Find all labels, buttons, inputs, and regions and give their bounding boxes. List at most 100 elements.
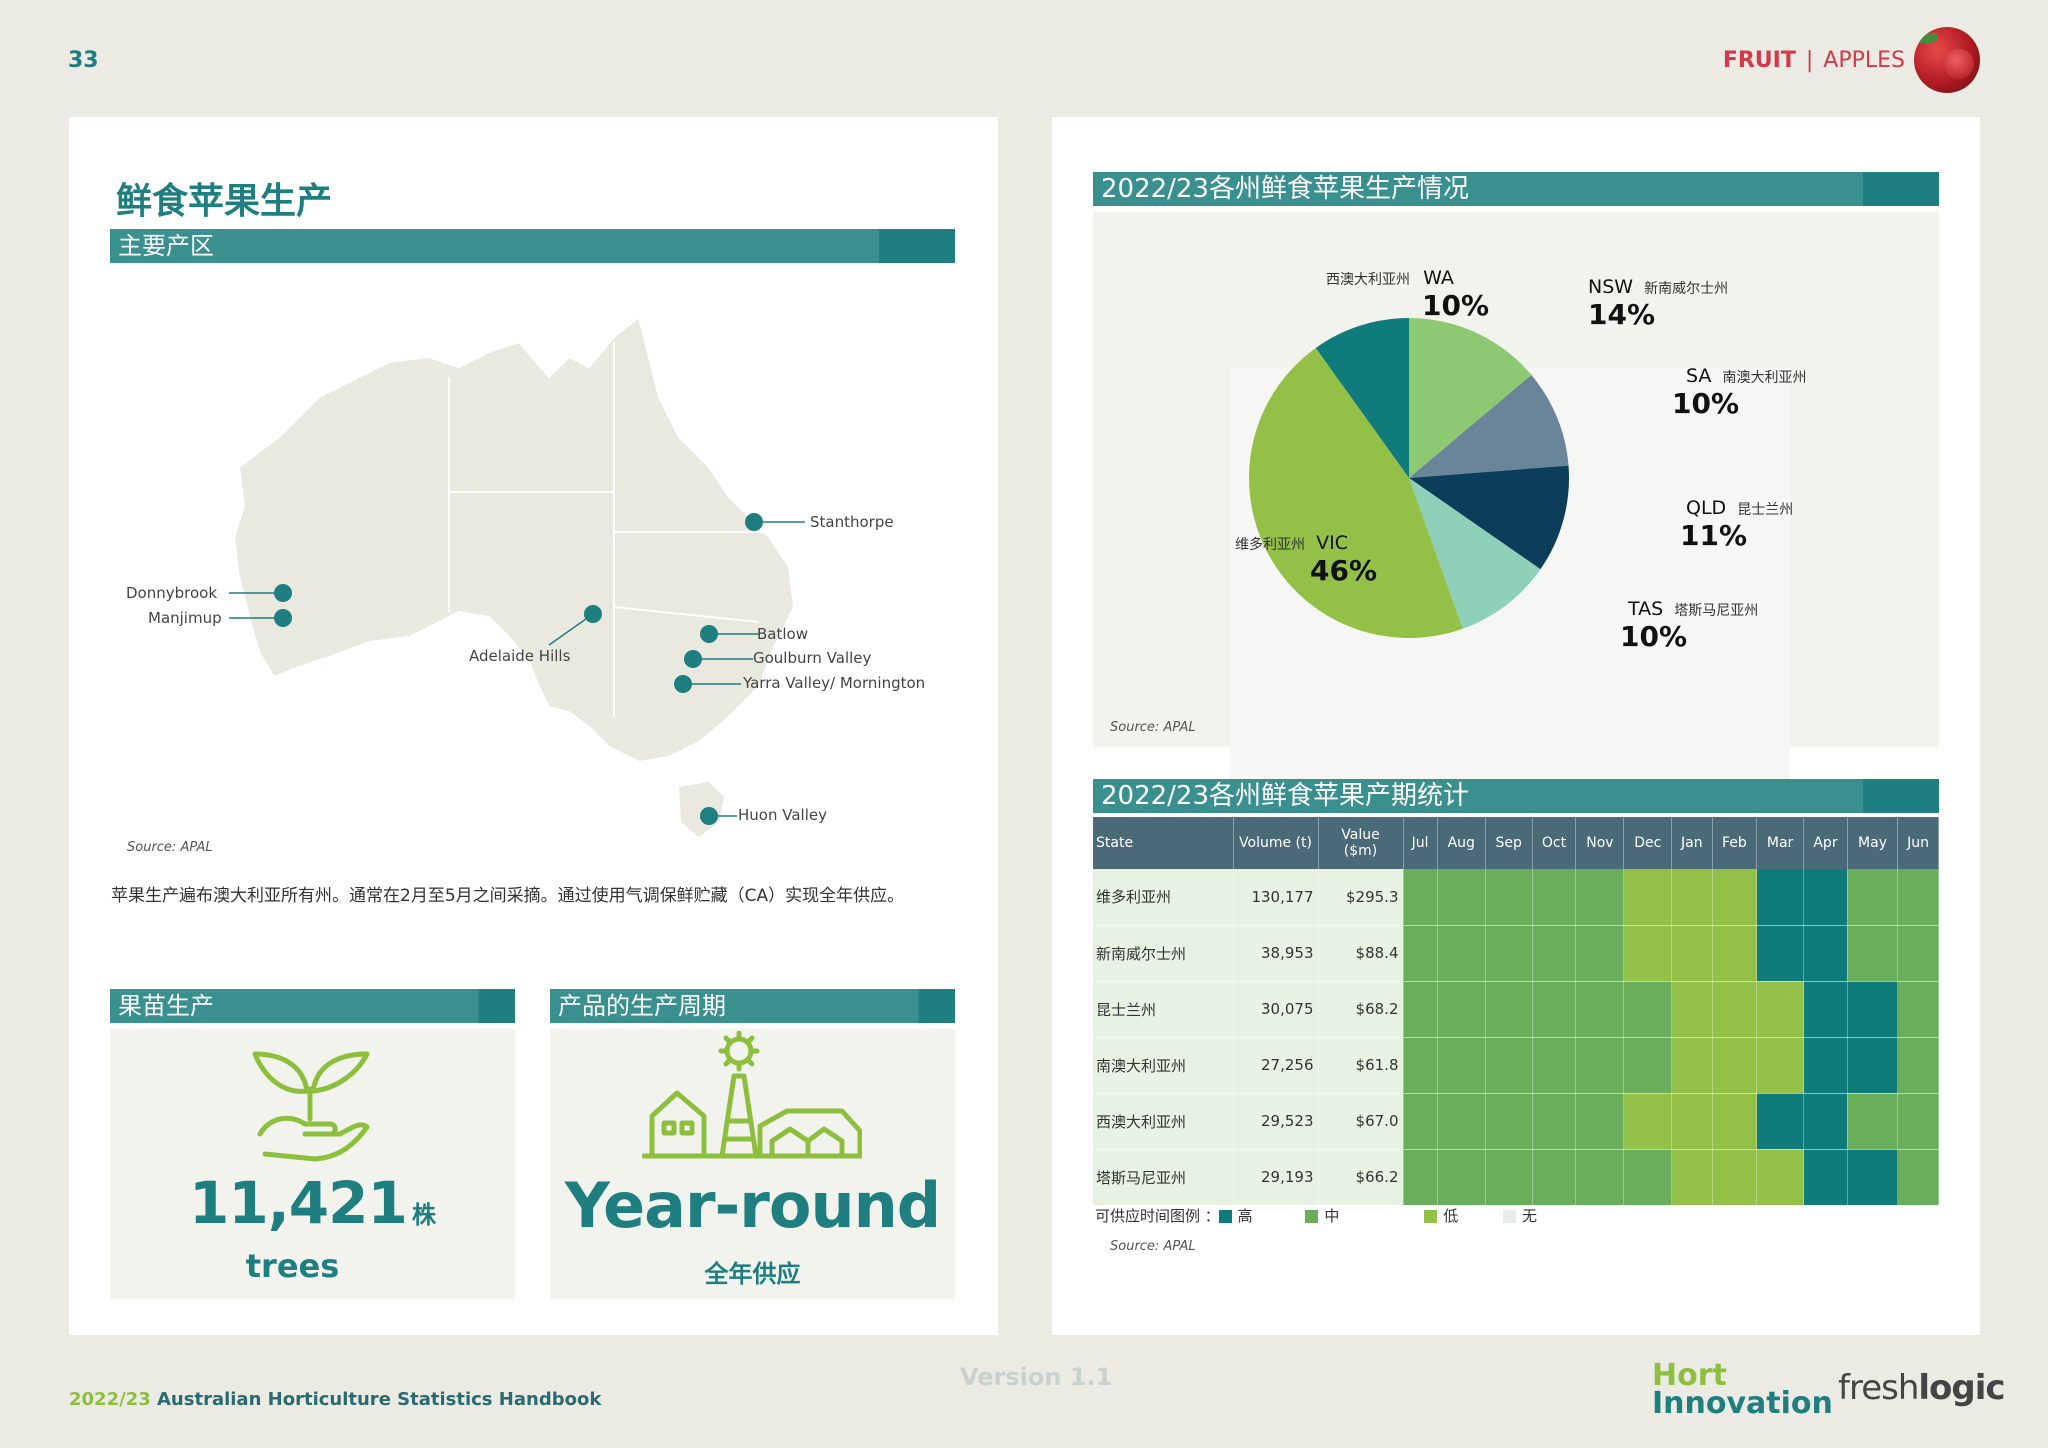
breadcrumb: FRUIT | APPLES	[1723, 48, 1905, 73]
cell-month-sep	[1485, 981, 1533, 1038]
cell-volume: 30,075	[1233, 981, 1319, 1038]
table-header-dec: Dec	[1623, 817, 1673, 869]
cell-month-sep	[1485, 869, 1533, 926]
cell-month-apr	[1803, 1037, 1848, 1094]
cell-month-oct	[1532, 981, 1577, 1038]
cell-month-feb	[1712, 1093, 1758, 1150]
legend-none-swatch	[1502, 1210, 1516, 1223]
cell-month-may	[1847, 1037, 1899, 1094]
table-header-sep: Sep	[1485, 817, 1533, 869]
cell-state: 维多利亚州	[1093, 869, 1234, 926]
pie-label-sa-pct: 10%	[1672, 387, 1740, 420]
pie-heading: 2022/23各州鲜食苹果生产情况	[1093, 172, 1939, 206]
nursery-trees: trees	[245, 1247, 340, 1285]
cell-month-nov	[1575, 981, 1625, 1038]
cycle-heading: 产品的生产周期	[550, 989, 955, 1023]
table-row: 南澳大利亚州 27,256 $61.8	[1093, 1037, 1939, 1094]
page-title: 鲜食苹果生产	[116, 181, 333, 222]
cell-month-oct	[1532, 1093, 1577, 1150]
cell-month-jun	[1897, 1149, 1939, 1206]
footer-handbook: 2022/23 Australian Horticulture Statisti…	[69, 1389, 601, 1410]
label-huon-valley: Huon Valley	[738, 806, 827, 824]
label-manjimup: Manjimup	[148, 609, 222, 627]
cell-month-dec	[1623, 869, 1673, 926]
legend-none: 无	[1502, 1207, 1537, 1225]
legend-high: 高	[1218, 1207, 1253, 1225]
pie-slice-nsw	[1409, 318, 1532, 478]
table-body: 维多利亚州 130,177 $295.3 新南威尔士州 38,953 $88.4 昆士兰州 3…	[1093, 869, 1939, 1206]
breadcrumb-fruit: FRUIT	[1722, 48, 1796, 73]
seedling-hand-icon	[252, 1051, 370, 1162]
pie-label-sa-state: SA	[1686, 365, 1712, 387]
cell-month-apr	[1803, 925, 1848, 982]
cell-month-feb	[1712, 869, 1758, 926]
label-adelaide-hills: Adelaide Hills	[469, 647, 571, 665]
table-header-may: May	[1847, 817, 1899, 869]
australia-map: Stanthorpe Donnybrook Manjimup Adelaide …	[69, 315, 998, 877]
cell-month-jan	[1671, 925, 1713, 982]
pie-label-vic-cn: 维多利亚州	[1235, 537, 1305, 553]
cell-month-mar	[1756, 981, 1805, 1038]
cell-volume: 29,193	[1233, 1149, 1319, 1206]
cell-month-oct	[1532, 1149, 1577, 1206]
table-header-volume-t: Volume (t)	[1233, 817, 1319, 869]
cell-month-jul	[1403, 1149, 1438, 1206]
pie-label-sa-cn: 南澳大利亚州	[1722, 370, 1807, 386]
left-panel: 鲜食苹果生产 主要产区	[69, 117, 998, 1335]
breadcrumb-separator: |	[1805, 48, 1814, 73]
cell-month-aug	[1437, 1037, 1486, 1094]
table-header-mar: Mar	[1756, 817, 1805, 869]
table-legend: 可供应时间图例 ： 高 中 低 无	[1095, 1205, 1537, 1226]
cell-month-aug	[1437, 1149, 1486, 1206]
legend-mid: 中	[1305, 1207, 1339, 1225]
label-yarra-valley: Yarra Valley/ Mornington	[743, 674, 926, 692]
pie-label-wa: 西澳大利亚州 WA 10%	[1326, 267, 1489, 322]
farm-windmill-icon	[642, 1031, 862, 1159]
cell-month-jan	[1671, 981, 1713, 1038]
legend-mid-swatch	[1305, 1210, 1319, 1223]
label-stanthorpe: Stanthorpe	[810, 513, 894, 531]
cell-month-mar	[1756, 1149, 1805, 1206]
australia-map-svg	[229, 315, 805, 837]
footer-title: Australian Horticulture Statistics Handb…	[150, 1389, 602, 1410]
cell-month-nov	[1575, 1149, 1625, 1206]
table-row: 新南威尔士州 38,953 $88.4	[1093, 925, 1939, 982]
cell-volume: 38,953	[1233, 925, 1319, 982]
map-source: Source: APAL	[127, 840, 213, 855]
cell-month-apr	[1803, 869, 1848, 926]
table-source: Source: APAL	[1110, 1239, 1196, 1254]
pie-label-qld-cn: 昆士兰州	[1737, 502, 1794, 518]
cell-month-dec	[1623, 981, 1673, 1038]
cell-month-may	[1847, 925, 1899, 982]
cell-state: 西澳大利亚州	[1093, 1093, 1234, 1150]
nursery-number: 11,421	[189, 1169, 408, 1237]
cell-month-jul	[1403, 1037, 1438, 1094]
cell-month-apr	[1803, 1149, 1848, 1206]
legend-label: 可供应时间图例	[1095, 1207, 1201, 1225]
pie-slice-tas	[1409, 478, 1541, 629]
cell-month-sep	[1485, 1037, 1533, 1094]
nursery-card: 11,421 株 trees	[110, 1029, 515, 1299]
pie-label-nsw: NSW 新南威尔士州 14%	[1588, 276, 1728, 331]
table-header-state: State	[1093, 817, 1234, 869]
pie-label-nsw-state: NSW	[1588, 276, 1634, 298]
cell-state: 昆士兰州	[1093, 981, 1234, 1038]
cycle-value: Year-round	[564, 1169, 941, 1242]
cell-month-feb	[1712, 1149, 1758, 1206]
cell-month-jan	[1671, 869, 1713, 926]
hort-logo-line1: Hort	[1652, 1358, 1727, 1393]
description-text: 苹果生产遍布澳大利亚所有州。通常在2月至5月之间采摘。通过使用气调保鲜贮藏（CA…	[111, 886, 905, 906]
cell-month-feb	[1712, 981, 1758, 1038]
cell-month-sep	[1485, 1149, 1533, 1206]
cell-month-mar	[1756, 869, 1805, 926]
legend-mid-label: 中	[1324, 1207, 1340, 1225]
footer-year: 2022/23	[69, 1389, 151, 1410]
pie-chart	[1249, 318, 1569, 639]
legend-low-swatch	[1424, 1210, 1438, 1223]
table-row: 维多利亚州 130,177 $295.3	[1093, 869, 1939, 926]
table-row: 昆士兰州 30,075 $68.2	[1093, 981, 1939, 1038]
cell-month-feb	[1712, 925, 1758, 982]
nursery-number-row: 11,421 株	[110, 1169, 515, 1237]
tasmania-shape	[679, 782, 724, 837]
cell-volume: 130,177	[1233, 869, 1319, 926]
